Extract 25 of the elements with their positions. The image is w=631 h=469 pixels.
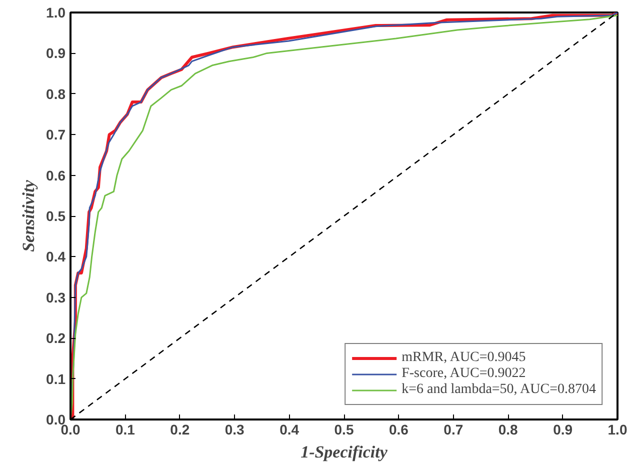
x-tick-label: 0.1: [115, 422, 136, 438]
y-axis-title: Sensitivity: [19, 180, 38, 252]
x-tick-label: 1.0: [608, 422, 628, 438]
x-tick-label: 0.5: [334, 422, 354, 438]
y-tick-label: 1.0: [46, 4, 66, 20]
y-tick-label: 0.9: [46, 45, 66, 62]
y-tick-label: 0.7: [46, 126, 66, 143]
x-tick-label: 0.6: [388, 422, 409, 438]
x-tick-label: 0.9: [553, 422, 573, 438]
legend-label: mRMR, AUC=0.9045: [402, 350, 526, 366]
x-tick-label: 0.3: [224, 422, 245, 438]
x-tick-label: 0.8: [498, 422, 518, 438]
x-tick-label: 0.7: [444, 422, 464, 438]
y-tick-label: 0.5: [46, 208, 66, 224]
y-tick-label: 0.3: [46, 289, 66, 306]
legend-label: F-score, AUC=0.9022: [402, 366, 526, 382]
y-tick-label: 0.2: [46, 330, 66, 346]
y-tick-label: 0.8: [46, 86, 66, 102]
y-tick-label: 0.4: [46, 248, 66, 265]
legend-label: k=6 and lambda=50, AUC=0.8704: [402, 382, 596, 398]
x-tick-label: 0.4: [280, 422, 300, 438]
x-axis-title: 1-Specificity: [300, 442, 388, 462]
y-tick-label: 0.1: [46, 370, 66, 387]
y-tick-label: 0.6: [46, 167, 66, 184]
x-tick-label: 0.2: [170, 422, 190, 438]
